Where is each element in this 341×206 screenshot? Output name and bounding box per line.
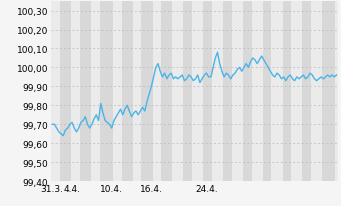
Bar (263, 2, 271, 181)
Bar (252, 2, 263, 181)
Bar (51, 2, 60, 181)
Bar (271, 2, 282, 181)
Bar (232, 2, 243, 181)
Bar (161, 2, 172, 181)
Bar (243, 2, 252, 181)
Bar (212, 2, 223, 181)
Bar (122, 2, 133, 181)
Bar (133, 2, 142, 181)
Bar (91, 2, 100, 181)
Bar (322, 2, 336, 181)
Bar (113, 2, 122, 181)
Bar (282, 2, 291, 181)
Bar (311, 2, 322, 181)
Bar (172, 2, 183, 181)
Bar (291, 2, 302, 181)
Bar (183, 2, 192, 181)
Bar (203, 2, 212, 181)
Bar (80, 2, 91, 181)
Bar (71, 2, 80, 181)
Bar (302, 2, 311, 181)
Bar (223, 2, 232, 181)
Bar (142, 2, 152, 181)
Bar (60, 2, 71, 181)
Bar (100, 2, 113, 181)
Bar (152, 2, 161, 181)
Bar (192, 2, 203, 181)
